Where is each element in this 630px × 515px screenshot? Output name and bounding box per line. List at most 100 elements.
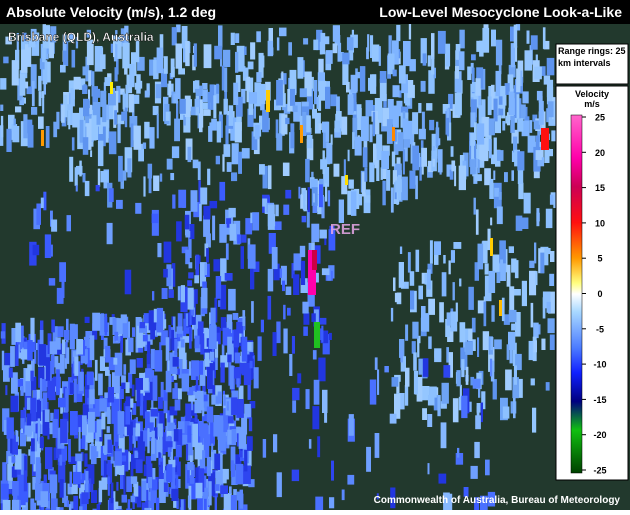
echo [457, 101, 461, 118]
echo [178, 68, 185, 75]
echo [124, 63, 128, 75]
echo [241, 88, 246, 104]
echo [433, 67, 436, 79]
echo [459, 278, 462, 287]
echo [116, 50, 119, 75]
echo [146, 463, 153, 484]
echo [308, 439, 312, 449]
echo [59, 479, 64, 498]
echo [228, 329, 232, 338]
echo [195, 376, 199, 391]
echo [524, 106, 528, 125]
echo [15, 106, 22, 113]
echo [539, 66, 546, 76]
echo [11, 435, 18, 455]
echo [422, 313, 430, 332]
location: Brisbane (QLD), Australia [8, 30, 154, 44]
echo [522, 91, 529, 104]
echo [61, 446, 68, 461]
echo [55, 337, 61, 350]
echo [431, 56, 435, 75]
echo [162, 432, 166, 455]
echo [194, 442, 203, 460]
echo [398, 262, 404, 288]
echo [107, 387, 114, 403]
echo [498, 108, 504, 116]
echo [446, 117, 449, 137]
echo [398, 175, 402, 201]
echo [372, 44, 380, 62]
echo [443, 492, 450, 512]
echo [328, 229, 336, 251]
echo [8, 114, 15, 140]
echo [155, 84, 162, 99]
echo [207, 91, 211, 110]
echo [546, 108, 549, 123]
echo [481, 99, 486, 124]
echo [31, 80, 35, 107]
echo [366, 446, 371, 472]
echo [281, 114, 288, 135]
echo [320, 330, 329, 344]
echo [49, 341, 58, 355]
echo [521, 120, 530, 137]
echo [377, 369, 380, 395]
legend-unit: m/s [584, 99, 600, 109]
echo [510, 26, 517, 42]
echo [485, 459, 490, 476]
echo [126, 421, 133, 436]
echo [424, 273, 427, 285]
echo [168, 459, 176, 468]
echo [497, 150, 504, 161]
echo [314, 80, 318, 105]
echo [549, 273, 555, 286]
echo [253, 367, 259, 389]
echo [408, 24, 412, 40]
echo [127, 499, 131, 515]
echo [129, 63, 135, 88]
echo [348, 414, 354, 436]
echo [97, 140, 104, 167]
echo [459, 155, 465, 170]
echo [173, 429, 179, 442]
echo [12, 499, 20, 515]
echo [169, 406, 178, 416]
echo [59, 354, 65, 374]
echo [386, 119, 393, 144]
echo [136, 487, 142, 508]
echo [202, 375, 206, 401]
echo [70, 88, 75, 107]
echo [237, 234, 242, 244]
echo [70, 411, 78, 436]
echo [5, 480, 13, 489]
tick-label: 15 [595, 183, 605, 193]
echo [180, 285, 185, 303]
echo [91, 115, 97, 141]
echo [27, 364, 32, 373]
echo [147, 341, 151, 365]
echo [204, 263, 210, 277]
echo [227, 336, 233, 355]
echo [188, 233, 192, 258]
echo [542, 27, 546, 49]
legend-title: Velocity [575, 89, 609, 99]
echo [346, 81, 350, 93]
echo [379, 71, 387, 83]
echo [223, 49, 231, 67]
echo [273, 221, 282, 230]
echo [79, 160, 82, 177]
echo [220, 485, 228, 494]
echo [222, 154, 225, 172]
echo [484, 275, 492, 302]
echo [530, 302, 534, 328]
echo [145, 456, 152, 465]
echo [104, 313, 108, 336]
echo [237, 491, 240, 501]
echo [348, 45, 354, 61]
echo [80, 349, 88, 364]
echo [187, 425, 192, 443]
echo [148, 177, 152, 194]
echo [35, 483, 43, 501]
echo [290, 88, 296, 106]
